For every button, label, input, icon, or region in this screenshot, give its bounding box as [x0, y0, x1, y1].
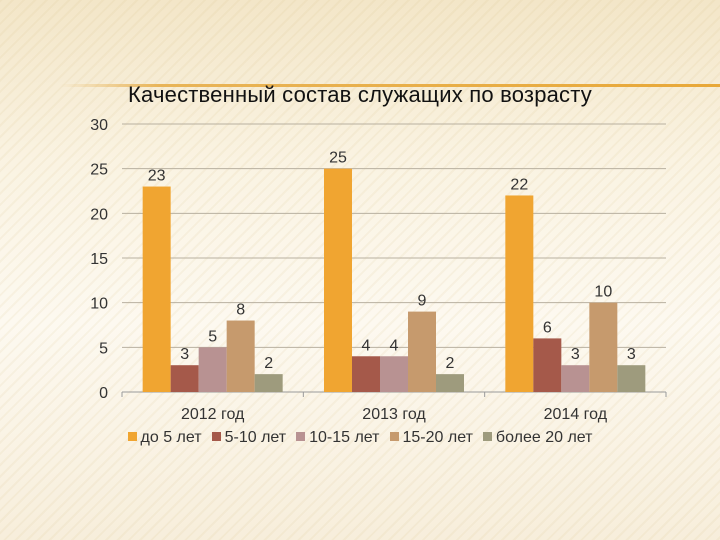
bar — [589, 302, 618, 392]
bar — [254, 374, 283, 392]
legend-item: более 20 лет — [482, 429, 593, 447]
legend-swatch — [482, 432, 492, 442]
bar — [533, 338, 562, 392]
y-tick-label: 10 — [90, 296, 108, 313]
chart-title: Качественный состав служащих по возрасту — [128, 82, 592, 107]
legend-label: более 20 лет — [495, 429, 593, 446]
bar — [561, 365, 590, 392]
bar-value-label: 9 — [418, 293, 427, 310]
x-tick-label: 2013 год — [362, 406, 426, 423]
legend-swatch — [389, 432, 399, 442]
y-tick-label: 15 — [90, 251, 108, 268]
bar — [505, 195, 534, 392]
bar — [617, 365, 646, 392]
bar — [170, 365, 199, 392]
legend-item: 5-10 лет — [211, 429, 287, 447]
chart-legend: до 5 лет 5-10 лет 10-15 лет 15-20 лет более … — [0, 429, 720, 447]
legend-swatch — [296, 432, 306, 442]
bar-value-label: 22 — [510, 176, 528, 193]
x-tick-label: 2012 год — [181, 406, 245, 423]
bar-value-label: 8 — [236, 302, 245, 319]
bar-value-label: 4 — [362, 337, 371, 354]
legend-swatch — [211, 432, 221, 442]
bar — [436, 374, 464, 392]
bar — [324, 168, 352, 392]
bar — [142, 186, 171, 392]
legend-label: 5-10 лет — [224, 429, 287, 446]
y-tick-label: 5 — [99, 340, 108, 357]
bar-value-label: 3 — [571, 346, 580, 363]
y-tick-label: 20 — [90, 206, 108, 223]
bar-value-label: 2 — [446, 355, 455, 372]
legend-item: до 5 лет — [127, 429, 202, 447]
x-tick-label: 2014 год — [544, 406, 608, 423]
title-accent-rule — [60, 84, 720, 87]
y-tick-label: 0 — [99, 385, 108, 402]
y-tick-label: 25 — [90, 162, 108, 179]
legend-label: до 5 лет — [140, 429, 202, 446]
bar — [226, 320, 255, 392]
bar-value-label: 3 — [627, 346, 636, 363]
legend-swatch — [127, 432, 137, 442]
bar-value-label: 25 — [329, 150, 347, 167]
bar-value-label: 2 — [264, 355, 273, 372]
y-tick-label: 30 — [90, 117, 108, 134]
legend-label: 10-15 лет — [309, 429, 380, 446]
legend-label: 15-20 лет — [402, 429, 473, 446]
bar-value-label: 23 — [148, 168, 166, 185]
legend-item: 15-20 лет — [389, 429, 473, 447]
bar — [352, 356, 380, 392]
legend-item: 10-15 лет — [296, 429, 380, 447]
bar — [408, 311, 436, 392]
bar-value-label: 5 — [208, 328, 217, 345]
bar-value-label: 10 — [594, 284, 612, 301]
bar-value-label: 4 — [390, 337, 399, 354]
bar-value-label: 6 — [543, 319, 552, 336]
bar — [380, 356, 408, 392]
bar — [198, 347, 227, 392]
bar-value-label: 3 — [180, 346, 189, 363]
